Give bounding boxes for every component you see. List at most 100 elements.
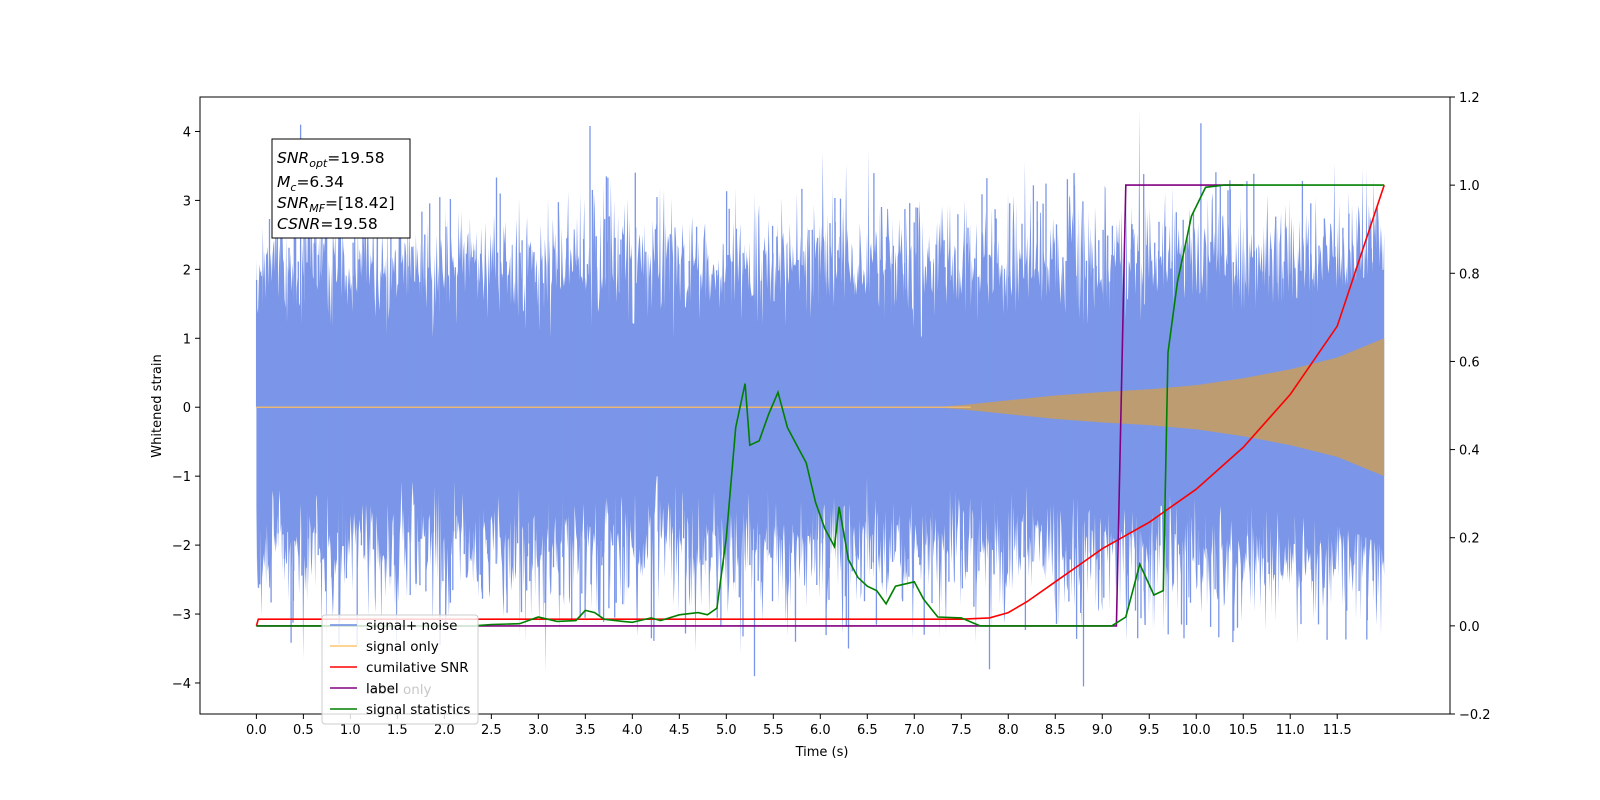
info-line-mc: Mc=6.34 — [277, 173, 344, 194]
legend-item-signal-noise: signal+ noise — [330, 618, 457, 634]
y2-tick: 0.4 — [1450, 444, 1480, 459]
y2-tick-label: 0.0 — [1459, 620, 1480, 635]
y-tick-label: 2 — [183, 263, 191, 278]
svg-text:label only: label only — [366, 682, 432, 698]
x-tick: 8.5 — [1045, 714, 1066, 738]
plot-area — [255, 110, 1385, 687]
info-line-snr-mf: SNRMF=[18.42] — [277, 194, 395, 215]
svg-text:label: label — [366, 681, 399, 697]
y2-tick: 1.0 — [1450, 179, 1480, 194]
y2-tick: 0.0 — [1450, 620, 1480, 635]
svg-text:signal+ noise: signal+ noise — [366, 618, 457, 634]
series-signal-noise-envelope — [256, 110, 1385, 687]
y-tick: 0 — [183, 401, 200, 416]
x-tick-label: 11.0 — [1276, 723, 1305, 738]
x-tick: 10.0 — [1182, 714, 1211, 738]
x-tick-label: 0.0 — [246, 723, 267, 738]
x-tick: 10.5 — [1229, 714, 1258, 738]
y2-tick-label: 0.2 — [1459, 532, 1480, 547]
x-tick: 0.0 — [246, 714, 267, 738]
series-signal-only — [933, 338, 1385, 477]
y2-tick: 0.8 — [1450, 267, 1480, 282]
y-tick-label: −3 — [172, 608, 191, 623]
x-tick-label: 9.0 — [1092, 723, 1113, 738]
y-tick: −1 — [172, 470, 200, 485]
y-tick: 2 — [183, 263, 200, 278]
x-tick: 11.5 — [1323, 714, 1352, 738]
info-box: SNRopt=19.58 Mc=6.34 SNRMF=[18.42] CSNR=… — [271, 138, 411, 239]
x-tick-label: 11.5 — [1323, 723, 1352, 738]
x-tick: 0.5 — [293, 714, 314, 738]
y-axis-left: −4 −3 −2 −1 0 1 2 3 4 — [172, 125, 200, 692]
x-tick-label: 5.5 — [763, 723, 784, 738]
legend-item-signal-statistics: signal statistics — [330, 702, 470, 718]
y2-tick-label: 0.6 — [1459, 355, 1480, 370]
y-tick: 3 — [183, 194, 200, 209]
y-tick-label: 1 — [183, 332, 191, 347]
y-tick-label: 3 — [183, 194, 191, 209]
x-tick-label: 5.0 — [716, 723, 737, 738]
x-tick: 4.5 — [669, 714, 690, 738]
y-tick: −2 — [172, 539, 200, 554]
x-tick: 5.5 — [763, 714, 784, 738]
x-tick-label: 2.5 — [481, 723, 502, 738]
x-tick-label: 4.5 — [669, 723, 690, 738]
info-line-csnr: CSNR=19.58 — [277, 215, 378, 233]
y2-tick-label: 1.0 — [1459, 179, 1480, 194]
y-tick: 1 — [183, 332, 200, 347]
legend-item-cumulative-snr: cumilative SNR — [330, 660, 469, 676]
x-tick-label: 10.5 — [1229, 723, 1258, 738]
y-tick-label: −2 — [172, 539, 191, 554]
legend: signal+ noise signal only cumilative SNR… — [321, 614, 479, 725]
svg-text:cumilative SNR: cumilative SNR — [366, 660, 469, 676]
y2-tick: 1.2 — [1450, 91, 1480, 106]
x-tick-label: 8.0 — [998, 723, 1019, 738]
x-axis: 0.0 0.5 1.0 1.5 2.0 2.5 3.0 3.5 4.0 4.5 5.0 5.5 6.0 6… — [246, 714, 1352, 738]
y-tick-label: 4 — [183, 125, 191, 140]
x-tick: 7.0 — [904, 714, 925, 738]
y-tick-label: −1 — [172, 470, 191, 485]
y-tick-label: −4 — [172, 677, 191, 692]
y-tick: −4 — [172, 677, 200, 692]
svg-text:signal statistics: signal statistics — [366, 702, 470, 718]
x-tick: 3.5 — [575, 714, 596, 738]
x-tick-label: 10.0 — [1182, 723, 1211, 738]
legend-item-label-only: label only — [366, 682, 432, 698]
series-signal-statistics — [256, 184, 1385, 627]
x-tick-label: 6.0 — [810, 723, 831, 738]
x-tick: 6.5 — [857, 714, 878, 738]
y2-tick: 0.6 — [1450, 355, 1480, 370]
x-tick: 9.0 — [1092, 714, 1113, 738]
axes-frame — [199, 96, 1451, 715]
y-axis-right: −0.2 0.0 0.2 0.4 0.6 0.8 1.0 1.2 — [1450, 91, 1491, 723]
y-axis-label: Whitened strain — [150, 354, 165, 457]
x-tick: 8.0 — [998, 714, 1019, 738]
x-tick: 7.5 — [951, 714, 972, 738]
x-tick-label: 8.5 — [1045, 723, 1066, 738]
y2-tick-label: 1.2 — [1459, 91, 1480, 106]
x-tick-label: 3.0 — [528, 723, 549, 738]
x-tick-label: 3.5 — [575, 723, 596, 738]
x-tick: 2.5 — [481, 714, 502, 738]
y-tick: −3 — [172, 608, 200, 623]
x-tick-label: 6.5 — [857, 723, 878, 738]
series-cumulative-snr — [255, 184, 1385, 627]
x-tick-label: 7.0 — [904, 723, 925, 738]
info-line-snr-opt: SNRopt=19.58 — [277, 149, 385, 170]
x-tick: 4.0 — [622, 714, 643, 738]
x-tick-label: 1.5 — [387, 723, 408, 738]
svg-text:signal only: signal only — [366, 639, 439, 655]
y2-tick-label: 0.8 — [1459, 267, 1480, 282]
y2-tick-label: 0.4 — [1459, 444, 1480, 459]
series-signal-noise-spikes — [255, 123, 1382, 687]
legend-item-signal-only: signal only — [330, 639, 439, 655]
y2-tick: 0.2 — [1450, 532, 1480, 547]
x-tick-label: 7.5 — [951, 723, 972, 738]
x-tick: 3.0 — [528, 714, 549, 738]
y-tick-label: 0 — [183, 401, 191, 416]
x-tick: 11.0 — [1276, 714, 1305, 738]
y2-tick: −0.2 — [1450, 708, 1491, 723]
y-tick: 4 — [183, 125, 200, 140]
x-axis-label: Time (s) — [795, 745, 849, 760]
x-tick-label: 4.0 — [622, 723, 643, 738]
